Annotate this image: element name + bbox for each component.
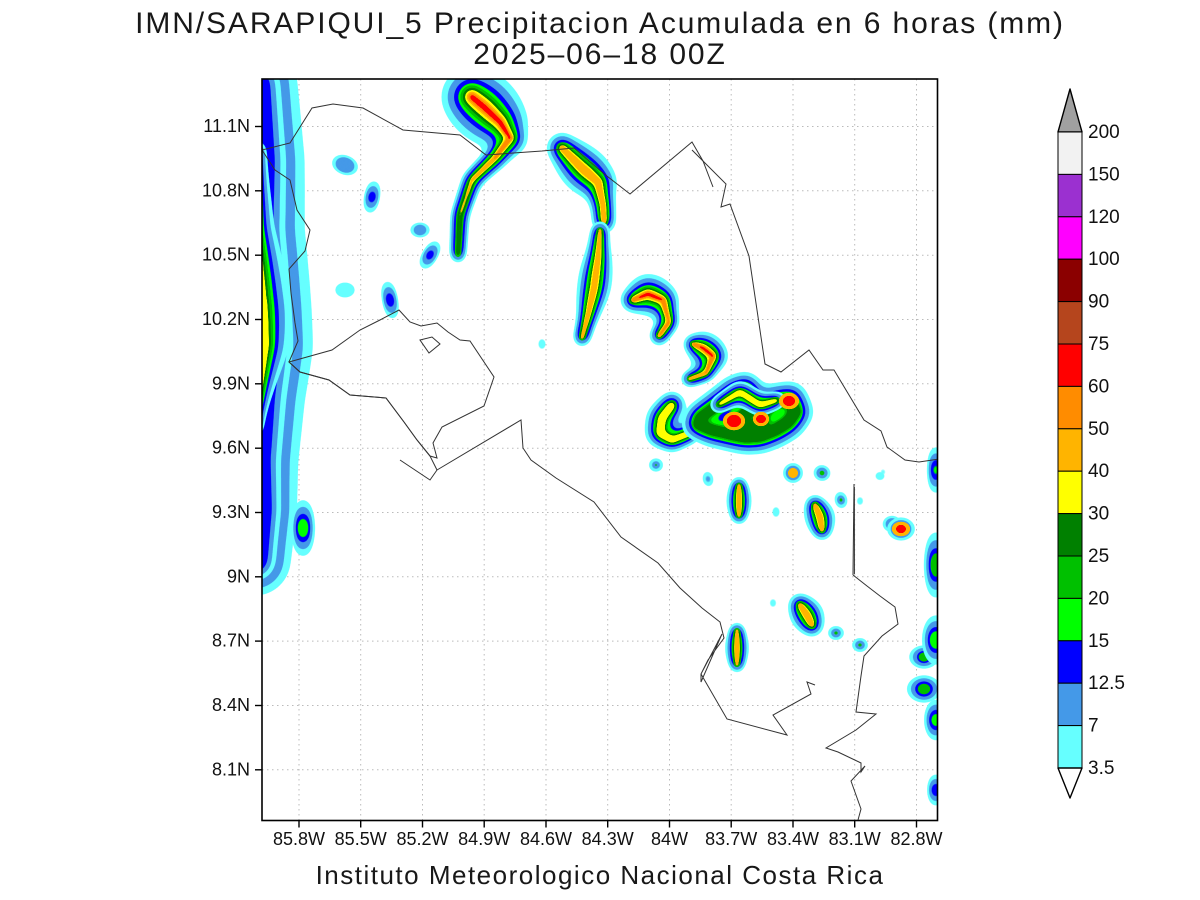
svg-text:20: 20 (1088, 588, 1109, 609)
svg-text:120: 120 (1088, 207, 1120, 228)
svg-text:50: 50 (1088, 419, 1109, 440)
svg-text:3.5: 3.5 (1088, 758, 1114, 779)
svg-text:100: 100 (1088, 249, 1120, 270)
svg-text:30: 30 (1088, 504, 1109, 525)
svg-text:83.4W: 83.4W (767, 829, 819, 849)
svg-text:85.8W: 85.8W (273, 829, 325, 849)
svg-text:9.9N: 9.9N (212, 373, 250, 393)
svg-text:84.6W: 84.6W (520, 829, 572, 849)
svg-text:25: 25 (1088, 546, 1109, 567)
svg-text:85.2W: 85.2W (396, 829, 448, 849)
svg-text:82.8W: 82.8W (890, 829, 942, 849)
svg-text:150: 150 (1088, 164, 1120, 185)
svg-text:84.3W: 84.3W (582, 829, 634, 849)
svg-text:10.8N: 10.8N (202, 180, 250, 200)
svg-text:8.7N: 8.7N (212, 631, 250, 651)
svg-text:85.5W: 85.5W (335, 829, 387, 849)
svg-text:83.1W: 83.1W (829, 829, 881, 849)
svg-text:8.1N: 8.1N (212, 759, 250, 779)
svg-text:9.3N: 9.3N (212, 502, 250, 522)
svg-text:11.1N: 11.1N (203, 116, 250, 136)
svg-text:40: 40 (1088, 461, 1109, 482)
svg-text:10.2N: 10.2N (202, 309, 250, 329)
svg-text:12.5: 12.5 (1088, 673, 1125, 694)
svg-text:15: 15 (1088, 631, 1109, 652)
svg-text:9N: 9N (227, 566, 250, 586)
svg-text:84.9W: 84.9W (458, 829, 510, 849)
svg-text:75: 75 (1088, 334, 1109, 355)
svg-text:8.4N: 8.4N (212, 695, 250, 715)
svg-text:84W: 84W (651, 829, 688, 849)
svg-text:90: 90 (1088, 292, 1109, 313)
svg-text:200: 200 (1088, 122, 1120, 143)
svg-text:7: 7 (1088, 716, 1099, 737)
svg-text:9.6N: 9.6N (212, 438, 250, 458)
svg-text:60: 60 (1088, 376, 1109, 397)
svg-text:10.5N: 10.5N (202, 245, 250, 265)
svg-text:83.7W: 83.7W (705, 829, 757, 849)
